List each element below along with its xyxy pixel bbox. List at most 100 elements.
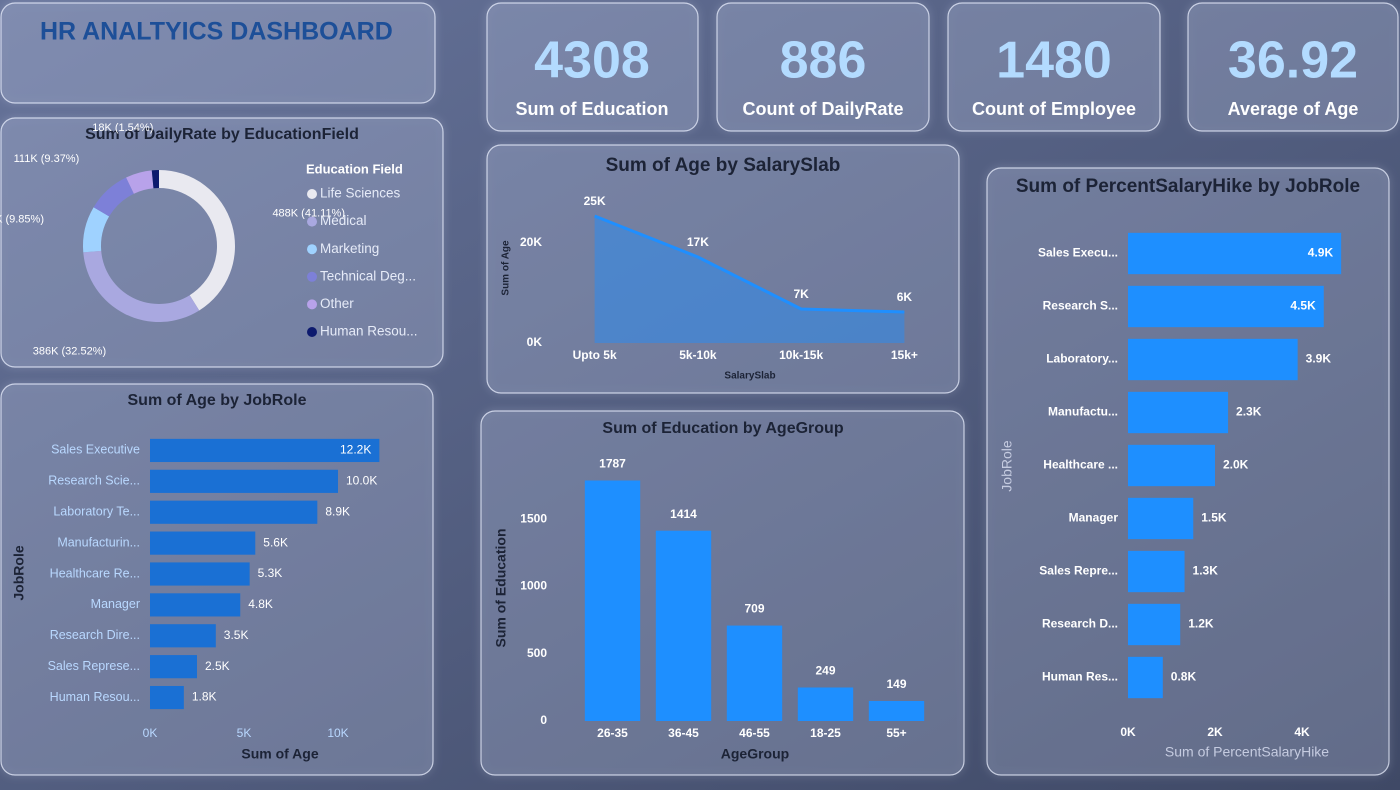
- x-tick-label: 36-45: [668, 726, 699, 740]
- data-label: 25K: [584, 194, 606, 208]
- kpi-value: 36.92: [1228, 32, 1358, 90]
- y-tick-label: Human Res...: [1042, 670, 1118, 684]
- donut-slice: [151, 170, 159, 189]
- y-tick-label: Sales Execu...: [1038, 246, 1118, 260]
- x-tick-label: 26-35: [597, 726, 628, 740]
- data-label: 6K: [897, 290, 913, 304]
- x-tick-label: 46-55: [739, 726, 770, 740]
- data-label: 111K (9.37%): [14, 153, 80, 165]
- bar: [797, 687, 854, 721]
- x-axis-label: Sum of PercentSalaryHike: [1165, 744, 1329, 760]
- y-tick-label: Sales Represe...: [48, 659, 140, 673]
- data-label: 2.0K: [1223, 458, 1249, 472]
- kpi-label: Count of DailyRate: [742, 99, 903, 119]
- kpi-value: 886: [780, 32, 867, 90]
- data-label: 3.5K: [224, 628, 249, 642]
- bar: [150, 438, 380, 463]
- data-label: 18K (1.54%): [92, 122, 153, 134]
- bar: [150, 593, 241, 617]
- donut-slice: [159, 170, 235, 311]
- data-label: 7K: [793, 287, 809, 301]
- kpi-card: [947, 2, 1161, 132]
- y-tick-label: Research D...: [1042, 617, 1118, 631]
- bar: [150, 469, 338, 493]
- area-line: [594, 214, 905, 314]
- data-label: 1.3K: [1193, 564, 1219, 578]
- data-label: 149: [886, 677, 906, 691]
- dashboard-title: HR ANALTYICS DASHBOARD: [40, 18, 393, 46]
- legend-label: Marketing: [320, 241, 379, 256]
- y-tick-label: Manager: [91, 597, 140, 611]
- legend-label: Human Resou...: [320, 324, 418, 339]
- x-tick-label: 0K: [143, 726, 158, 740]
- y-tick-label: 0K: [527, 335, 543, 349]
- bar: [1128, 656, 1163, 699]
- bar: [150, 562, 250, 586]
- bar: [150, 624, 216, 648]
- legend-swatch: [307, 189, 317, 199]
- x-tick-label: 10K: [327, 726, 348, 740]
- x-tick-label: 15k+: [891, 348, 918, 362]
- legend-swatch: [307, 299, 317, 310]
- y-axis-label: JobRole: [999, 440, 1015, 492]
- data-label: 1.5K: [1201, 511, 1227, 525]
- bar: [655, 530, 712, 721]
- x-tick-label: 18-25: [810, 726, 841, 740]
- chart-title: Sum of Age by SalarySlab: [606, 155, 841, 176]
- y-axis-label: Sum of Age: [501, 240, 512, 296]
- data-label: 117K (9.85%): [0, 214, 44, 226]
- x-axis-label: Sum of Age: [241, 746, 318, 762]
- x-tick-label: 5k-10k: [679, 348, 717, 362]
- data-label: 709: [744, 602, 764, 616]
- legend-label: Medical: [320, 213, 367, 228]
- bar: [1128, 497, 1194, 540]
- bar: [1128, 232, 1342, 275]
- bar: [1128, 285, 1324, 328]
- x-tick-label: 0K: [1120, 725, 1136, 739]
- bar: [1128, 550, 1185, 593]
- y-tick-label: Research Dire...: [50, 628, 140, 642]
- x-tick-label: 2K: [1207, 725, 1223, 739]
- y-tick-label: 1000: [520, 579, 547, 593]
- kpi-card: [1187, 2, 1399, 132]
- bar: [584, 480, 641, 721]
- y-tick-label: Research Scie...: [48, 474, 140, 488]
- data-label: 1787: [599, 457, 626, 471]
- y-tick-label: Laboratory...: [1046, 352, 1118, 366]
- chart-title: Sum of PercentSalaryHike by JobRole: [1016, 176, 1360, 197]
- bar: [1128, 391, 1229, 434]
- legend-swatch: [307, 327, 317, 337]
- chart-title: Sum of Age by JobRole: [128, 392, 307, 409]
- bar: [1128, 338, 1298, 381]
- y-tick-label: Laboratory Te...: [53, 505, 140, 519]
- y-tick-label: Research S...: [1043, 299, 1118, 313]
- bar: [868, 700, 925, 721]
- data-label: 5.6K: [263, 535, 288, 549]
- kpi-label: Average of Age: [1228, 99, 1359, 119]
- y-tick-label: Manager: [1069, 511, 1119, 525]
- data-label: 249: [815, 664, 835, 678]
- donut-slice: [93, 177, 134, 217]
- data-label: 488K (41.11%): [272, 207, 345, 219]
- kpi-card: [486, 2, 699, 132]
- data-label: 8.9K: [325, 504, 350, 518]
- y-tick-label: Sales Repre...: [1039, 564, 1118, 578]
- donut-slice: [83, 250, 200, 322]
- bar: [726, 625, 783, 721]
- data-label: 1.8K: [192, 690, 217, 704]
- donut-slice: [126, 170, 154, 194]
- y-tick-label: Human Resou...: [50, 690, 140, 704]
- data-label: 12.2K: [340, 443, 371, 457]
- y-tick-label: 1500: [520, 511, 547, 525]
- bar: [150, 500, 318, 524]
- x-tick-label: 55+: [886, 726, 906, 740]
- y-axis-label: Sum of Education: [493, 529, 509, 648]
- data-label: 17K: [687, 235, 709, 249]
- y-tick-label: 0: [540, 713, 547, 727]
- chart-title: Sum of DailyRate by EducationField: [85, 126, 359, 143]
- kpi-label: Count of Employee: [972, 99, 1136, 119]
- bar: [150, 685, 184, 710]
- x-axis-label: AgeGroup: [721, 746, 789, 762]
- data-label: 4.5K: [1290, 299, 1316, 313]
